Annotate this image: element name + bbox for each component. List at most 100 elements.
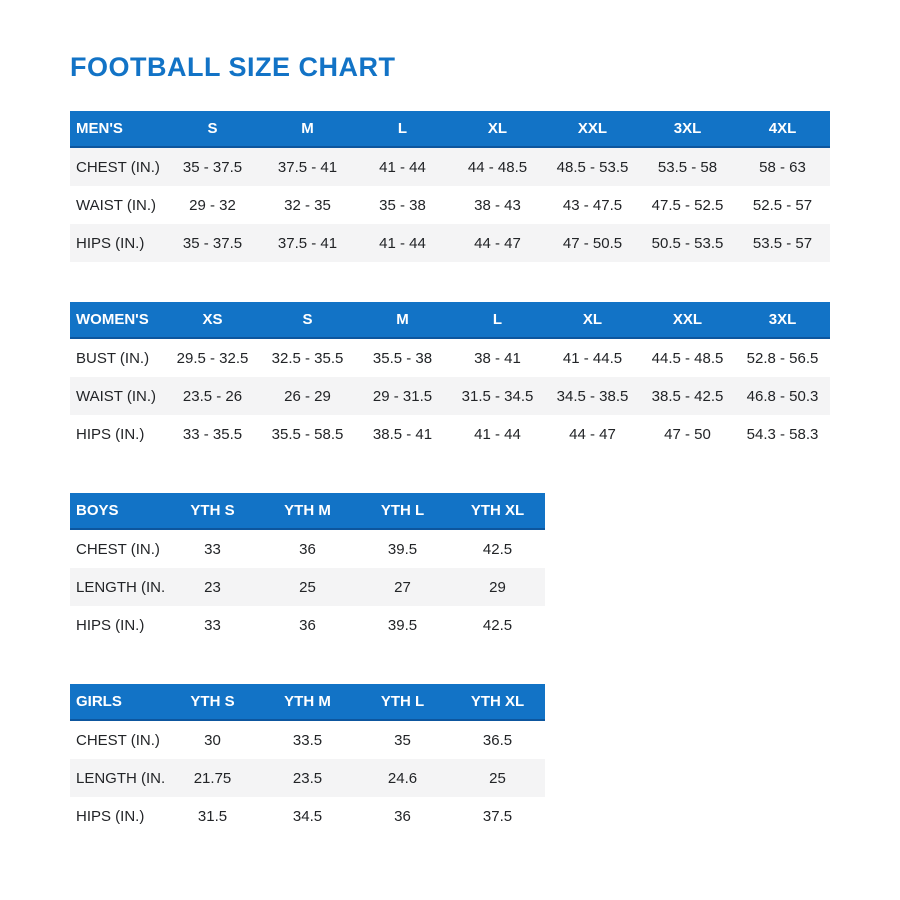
table-row-bust-in: BUST (IN.) 29.5 - 32.5 32.5 - 35.5 35.5 - 3… [70, 339, 830, 377]
size-table-girls: GIRLS YTH S YTH M YTH L YTH XL CHEST (IN.) 30 3… [70, 684, 900, 835]
measurement-value: 54.3 - 58.3 [746, 425, 819, 443]
measurement-value: 47 - 50 [664, 425, 711, 443]
measurement-value: 23.5 [292, 769, 323, 787]
size-column-header: YTH S [190, 502, 235, 519]
size-column-header: YTH S [190, 693, 235, 710]
size-tables-container: MEN'S S M L XL XXL 3XL 4XL CHEST (IN.) 35 - 37.5 3… [70, 111, 900, 835]
size-column-header: YTH M [284, 502, 331, 519]
table-row-hips-in: HIPS (IN.) 35 - 37.5 37.5 - 41 41 - 44 44 - … [70, 224, 830, 262]
row-label: WAIST (IN.) [76, 196, 156, 214]
measurement-value: 33.5 [292, 731, 323, 749]
row-label: LENGTH (IN.) [76, 578, 165, 596]
measurement-value: 37.5 [482, 807, 513, 825]
row-label: HIPS (IN.) [76, 807, 145, 825]
size-column-header: 3XL [768, 311, 797, 328]
measurement-value: 27 [394, 578, 411, 596]
measurement-value: 29.5 - 32.5 [176, 349, 249, 367]
size-table-men-s: MEN'S S M L XL XXL 3XL 4XL CHEST (IN.) 35 - 37.5 3… [70, 111, 900, 262]
size-column-header: L [397, 120, 408, 137]
measurement-value: 34.5 [292, 807, 323, 825]
measurement-value: 41 - 44 [379, 158, 426, 176]
measurement-value: 23 [204, 578, 221, 596]
measurement-value: 36 [394, 807, 411, 825]
size-column-header: S [207, 120, 218, 137]
measurement-value: 25 [299, 578, 316, 596]
table-row-length-in: LENGTH (IN.) 21.75 23.5 24.6 25 [70, 759, 545, 797]
size-column-header: XL [582, 311, 603, 328]
table-row-chest-in: CHEST (IN.) 30 33.5 35 36.5 [70, 721, 545, 759]
table-row-hips-in: HIPS (IN.) 31.5 34.5 36 37.5 [70, 797, 545, 835]
size-column-header: YTH XL [470, 693, 525, 710]
row-label: LENGTH (IN.) [76, 769, 165, 787]
size-column-header: XXL [672, 311, 703, 328]
measurement-value: 35 [394, 731, 411, 749]
size-column-header: 3XL [673, 120, 702, 137]
size-column-header: XL [487, 120, 508, 137]
table-row-length-in: LENGTH (IN.) 23 25 27 29 [70, 568, 545, 606]
measurement-value: 52.5 - 57 [752, 196, 813, 214]
size-column-header: YTH L [380, 502, 425, 519]
measurement-value: 50.5 - 53.5 [651, 234, 724, 252]
measurement-value: 47.5 - 52.5 [651, 196, 724, 214]
row-label: CHEST (IN.) [76, 540, 160, 558]
size-column-header: YTH XL [470, 502, 525, 519]
size-table-boys: BOYS YTH S YTH M YTH L YTH XL CHEST (IN.) 33 36… [70, 493, 900, 644]
measurement-value: 42.5 [482, 540, 513, 558]
measurement-value: 44 - 48.5 [467, 158, 528, 176]
measurement-value: 41 - 44 [474, 425, 521, 443]
measurement-value: 36.5 [482, 731, 513, 749]
measurement-value: 35 - 38 [379, 196, 426, 214]
measurement-value: 38 - 41 [474, 349, 521, 367]
measurement-value: 38 - 43 [474, 196, 521, 214]
measurement-value: 37.5 - 41 [277, 158, 338, 176]
size-table-women-s: WOMEN'S XS S M L XL XXL 3XL BUST (IN.) 29.5 - 32.… [70, 302, 900, 453]
measurement-value: 38.5 - 41 [372, 425, 433, 443]
table-header-row: GIRLS YTH S YTH M YTH L YTH XL [70, 684, 545, 721]
measurement-value: 35 - 37.5 [182, 234, 243, 252]
table-title: GIRLS [76, 693, 122, 710]
size-column-header: YTH L [380, 693, 425, 710]
table-header-row: BOYS YTH S YTH M YTH L YTH XL [70, 493, 545, 530]
measurement-value: 48.5 - 53.5 [556, 158, 629, 176]
measurement-value: 58 - 63 [759, 158, 806, 176]
size-column-header: L [492, 311, 503, 328]
measurement-value: 39.5 [387, 616, 418, 634]
measurement-value: 29 - 32 [189, 196, 236, 214]
measurement-value: 38.5 - 42.5 [651, 387, 724, 405]
table-row-chest-in: CHEST (IN.) 33 36 39.5 42.5 [70, 530, 545, 568]
measurement-value: 32 - 35 [284, 196, 331, 214]
measurement-value: 41 - 44.5 [562, 349, 623, 367]
page-title: FOOTBALL SIZE CHART [70, 52, 396, 82]
size-column-header: M [301, 120, 314, 137]
size-column-header: 4XL [768, 120, 797, 137]
measurement-value: 29 [489, 578, 506, 596]
measurement-value: 52.8 - 56.5 [746, 349, 819, 367]
measurement-value: 35.5 - 58.5 [271, 425, 344, 443]
size-column-header: XXL [577, 120, 608, 137]
measurement-value: 39.5 [387, 540, 418, 558]
measurement-value: 35 - 37.5 [182, 158, 243, 176]
measurement-value: 41 - 44 [379, 234, 426, 252]
measurement-value: 44 - 47 [474, 234, 521, 252]
measurement-value: 53.5 - 57 [752, 234, 813, 252]
table-row-waist-in: WAIST (IN.) 29 - 32 32 - 35 35 - 38 38 - 43 4… [70, 186, 830, 224]
table-header-row: WOMEN'S XS S M L XL XXL 3XL [70, 302, 830, 339]
row-label: WAIST (IN.) [76, 387, 156, 405]
measurement-value: 36 [299, 540, 316, 558]
measurement-value: 46.8 - 50.3 [746, 387, 819, 405]
measurement-value: 32.5 - 35.5 [271, 349, 344, 367]
size-column-header: XS [202, 311, 223, 328]
measurement-value: 31.5 [197, 807, 228, 825]
measurement-value: 23.5 - 26 [182, 387, 243, 405]
row-label: HIPS (IN.) [76, 616, 145, 634]
measurement-value: 44 - 47 [569, 425, 616, 443]
measurement-value: 33 [204, 616, 221, 634]
table-row-waist-in: WAIST (IN.) 23.5 - 26 26 - 29 29 - 31.5 31.5… [70, 377, 830, 415]
measurement-value: 29 - 31.5 [372, 387, 433, 405]
measurement-value: 43 - 47.5 [562, 196, 623, 214]
measurement-value: 26 - 29 [284, 387, 331, 405]
measurement-value: 47 - 50.5 [562, 234, 623, 252]
measurement-value: 35.5 - 38 [372, 349, 433, 367]
size-column-header: S [302, 311, 313, 328]
